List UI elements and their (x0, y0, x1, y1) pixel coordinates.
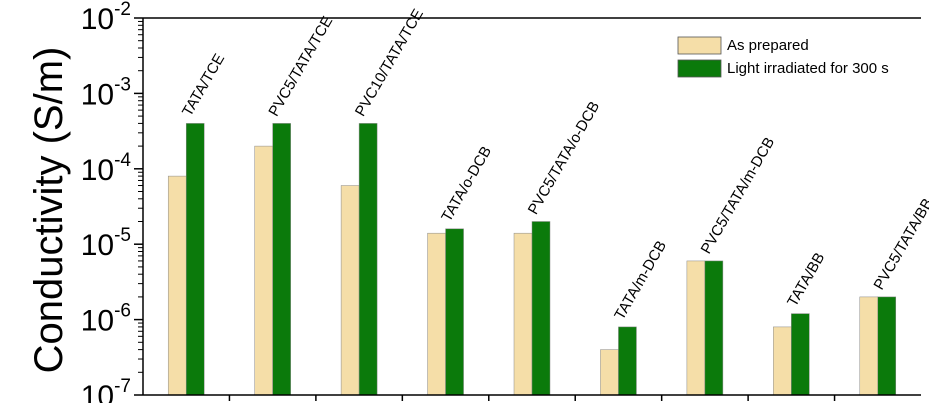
y-tick-exponent: -5 (114, 225, 131, 246)
legend: As prepared Light irradiated for 300 s (677, 36, 889, 78)
y-axis-title-group: Conductivity (S/m) (27, 47, 71, 374)
y-tick-label: 10-6 (81, 301, 131, 338)
bar-light-irradiated-4 (445, 228, 464, 396)
y-tick-base: 10 (81, 3, 114, 36)
bar-light-irradiated-5 (531, 221, 551, 396)
y-tick-label: 10-3 (81, 74, 131, 111)
y-tick-base: 10 (81, 154, 114, 187)
category-label-1: TATA/TCE (179, 51, 228, 119)
category-label-8: TATA/BB (784, 250, 828, 310)
category-label-9: PVC5/TATA/BB (871, 196, 929, 293)
bar-light-irradiated-7 (704, 260, 724, 396)
plot-frame (142, 17, 921, 396)
category-label-2: PVC5/TATA/TCE (265, 13, 336, 119)
category-labels: TATA/TCE PVC5/TATA/TCE PVC10/TATA/TCETATA/… (179, 6, 929, 323)
bar-as-prepared-8 (773, 326, 792, 396)
y-tick-exponent: -3 (114, 74, 131, 95)
y-tick-exponent: -6 (114, 301, 131, 322)
legend-swatch-2 (677, 59, 722, 78)
y-tick-label: 10-5 (81, 225, 131, 262)
bar-as-prepared-9 (859, 296, 879, 396)
bar-light-irradiated-3 (358, 123, 378, 396)
y-axis-title: Conductivity (S/m) (27, 47, 71, 374)
bar-as-prepared-6 (600, 349, 619, 396)
category-label-3: PVC10/TATA/TCE (352, 6, 427, 119)
bars (167, 123, 897, 396)
y-tick-base: 10 (81, 229, 114, 262)
x-ticks (228, 395, 836, 401)
legend-label-2: Light irradiated for 300 s (727, 60, 889, 77)
y-tick-exponent: -7 (114, 376, 131, 397)
legend-swatch-1 (677, 36, 722, 55)
category-label-7: PVC5/TATA/m-DCB (698, 134, 779, 257)
bar-light-irradiated-9 (877, 296, 897, 396)
legend-label-1: As prepared (727, 37, 809, 54)
bar-as-prepared-1 (167, 175, 187, 396)
category-label-5: PVC5/TATA/o-DCB (525, 99, 603, 218)
bar-light-irradiated-1 (185, 123, 205, 396)
y-tick-base: 10 (81, 305, 114, 338)
bar-light-irradiated-6 (618, 326, 637, 396)
y-tick-base: 10 (81, 78, 114, 111)
bar-as-prepared-5 (513, 232, 533, 396)
bar-as-prepared-7 (686, 260, 706, 396)
bar-as-prepared-4 (427, 232, 446, 396)
y-tick-label: 10-4 (81, 150, 132, 187)
bar-light-irradiated-2 (272, 123, 291, 396)
y-ticks: 10-710-610-510-410-310-2 (81, 0, 143, 403)
bar-light-irradiated-8 (791, 313, 810, 396)
y-tick-label: 10-2 (81, 0, 131, 36)
category-label-6: TATA/m-DCB (611, 238, 670, 323)
bar-as-prepared-3 (340, 185, 360, 396)
bar-as-prepared-2 (254, 145, 273, 396)
y-tick-label: 10-7 (81, 376, 131, 403)
category-label-4: TATA/o-DCB (438, 143, 495, 224)
y-tick-exponent: -2 (114, 0, 131, 20)
y-tick-base: 10 (81, 380, 114, 403)
y-tick-exponent: -4 (114, 150, 131, 171)
